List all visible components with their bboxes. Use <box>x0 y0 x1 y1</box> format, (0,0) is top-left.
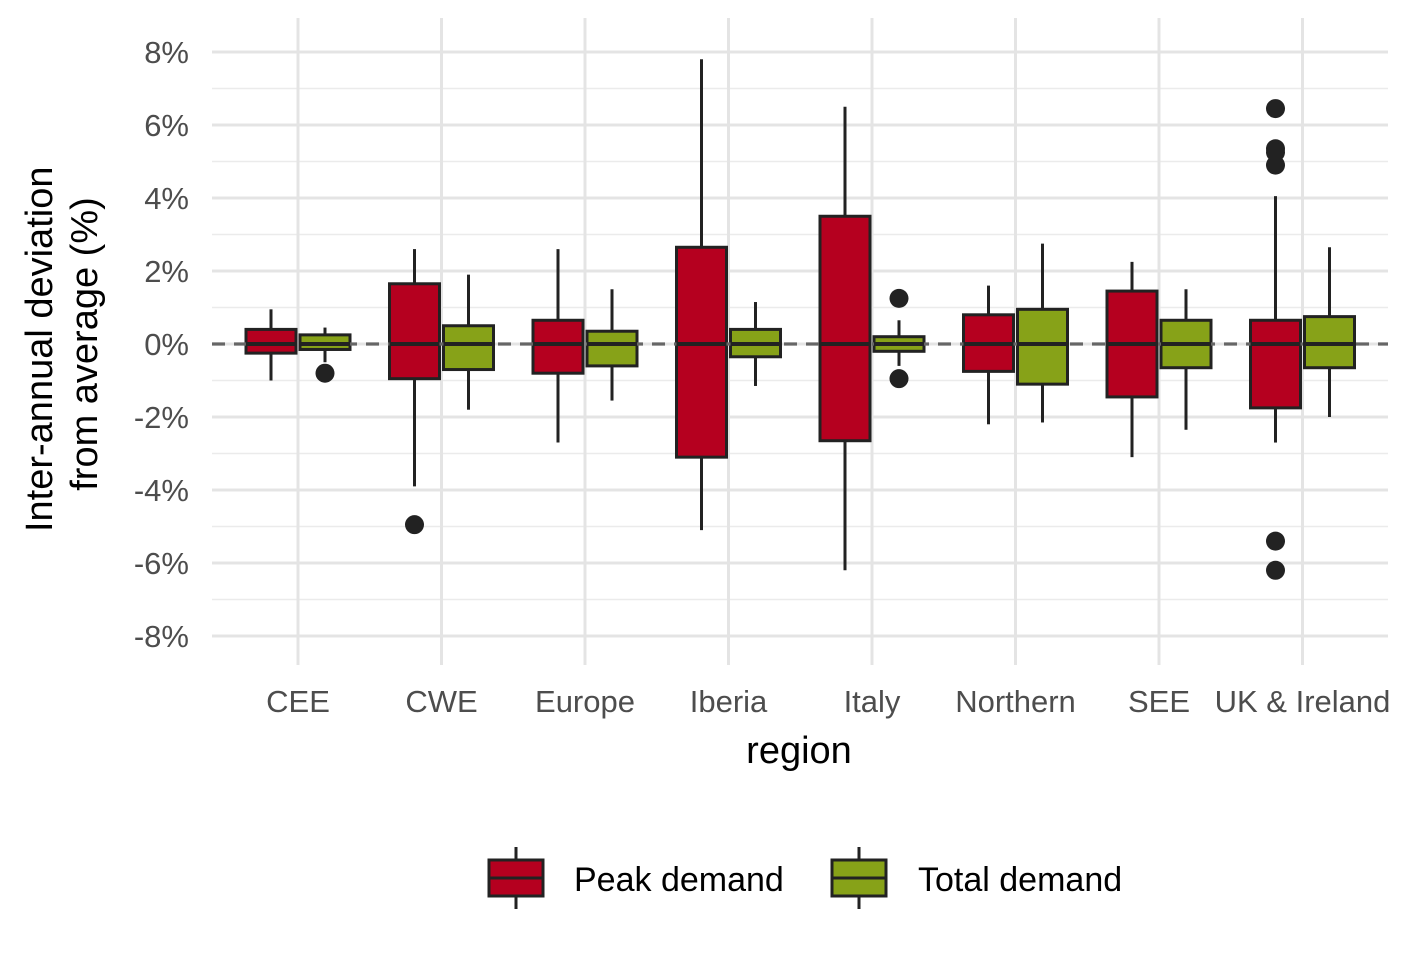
x-tick-label: CEE <box>266 684 330 719</box>
legend-item-peak-demand: Peak demand <box>487 847 784 909</box>
x-tick-labels: CEE CWE Europe Iberia Italy Northern SEE UK & I… <box>266 684 1390 719</box>
x-tick-label: Italy <box>844 684 901 719</box>
box-body <box>244 327 298 355</box>
box-total-demand-2 <box>585 289 639 401</box>
y-axis-title: Inter-annual deviation from average (%) <box>19 156 106 532</box>
box-total-demand-4 <box>872 288 926 389</box>
box-body <box>1249 318 1302 410</box>
y-axis-title-line-2: from average (%) <box>64 197 106 491</box>
legend-label: Total demand <box>918 861 1122 899</box>
box-peak-demand-4 <box>818 106 872 571</box>
x-tick-label: UK & Ireland <box>1215 684 1391 719</box>
box-total-demand-7 <box>1303 247 1356 417</box>
outlier-point <box>1266 531 1285 551</box>
y-tick-label: 4% <box>144 181 189 216</box>
x-tick-label: SEE <box>1128 684 1190 719</box>
box-total-demand-5 <box>1016 243 1069 423</box>
outlier-point <box>889 369 909 389</box>
y-tick-label: 6% <box>144 108 189 143</box>
outlier-point <box>1266 560 1285 580</box>
y-axis-title-line-1: Inter-annual deviation <box>19 167 61 532</box>
y-tick-label: 2% <box>144 254 189 289</box>
box-peak-demand-3 <box>675 59 728 531</box>
outlier-point <box>315 363 335 383</box>
box-total-demand-6 <box>1159 289 1213 430</box>
box-body <box>585 329 639 368</box>
box-peak-demand-5 <box>962 285 1015 425</box>
major-gridlines <box>212 18 1388 665</box>
box-body <box>818 214 872 443</box>
box-body <box>442 324 495 372</box>
x-tick-label: Northern <box>955 684 1076 719</box>
box-body <box>388 282 441 381</box>
box-peak-demand-2 <box>531 249 585 443</box>
legend: Peak demand Total demand <box>487 847 1122 909</box>
box-total-demand-0 <box>298 327 352 383</box>
outlier-point <box>1266 99 1285 119</box>
box-peak-demand-7 <box>1249 99 1302 580</box>
legend-item-total-demand: Total demand <box>830 847 1122 909</box>
y-tick-label: -8% <box>134 619 189 654</box>
x-tick-label: Europe <box>535 684 635 719</box>
outlier-point <box>1266 155 1285 175</box>
x-tick-label: CWE <box>405 684 477 719</box>
x-axis-title: region <box>746 730 852 772</box>
y-tick-label: -6% <box>134 546 189 581</box>
x-tick-label: Iberia <box>690 684 768 719</box>
y-tick-label: -2% <box>134 400 189 435</box>
box-peak-demand-0 <box>244 309 298 381</box>
box-total-demand-1 <box>442 274 495 410</box>
box-peak-demand-6 <box>1105 261 1159 458</box>
legend-label: Peak demand <box>574 861 784 899</box>
y-tick-label: 8% <box>144 35 189 70</box>
box-body <box>1016 307 1069 386</box>
box-series <box>244 59 1356 580</box>
y-tick-label: -4% <box>134 473 189 508</box>
y-tick-labels: 8% 6% 4% 2% 0% -2% -4% -6% -8% <box>134 35 189 654</box>
outlier-point <box>889 288 909 308</box>
outlier-point <box>405 515 424 535</box>
y-tick-label: 0% <box>144 327 189 362</box>
box-peak-demand-1 <box>388 249 441 535</box>
box-body <box>675 245 728 459</box>
box-body <box>531 318 585 375</box>
